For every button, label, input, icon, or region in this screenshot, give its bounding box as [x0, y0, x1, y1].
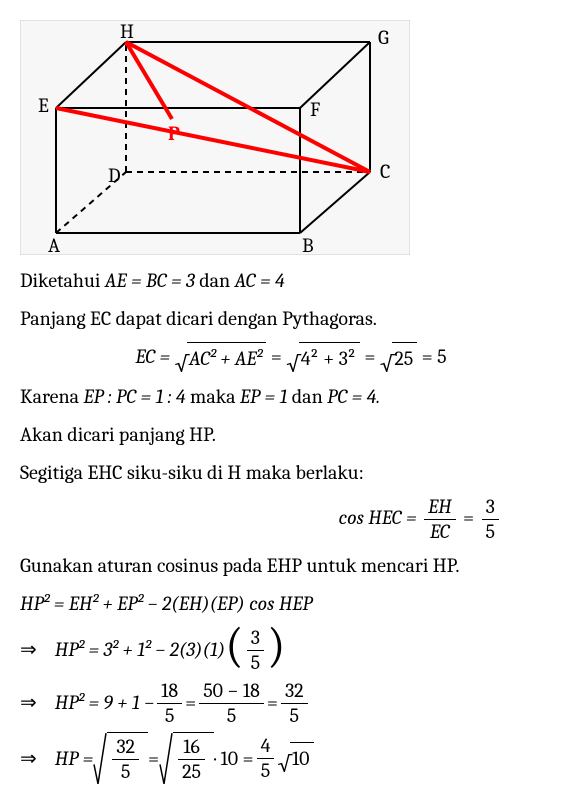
num: 3 — [247, 626, 265, 651]
eq: = — [185, 687, 196, 719]
line-3: Akan dicari panjang HP. — [20, 419, 562, 451]
den: 5 — [257, 759, 275, 783]
result: = 5 — [417, 345, 446, 368]
ec-equation: EC = √AC² + AE² = √4² + 3² = √25 = 5 — [20, 341, 562, 375]
cuboid-diagram: A B C D E F G H P — [20, 20, 410, 255]
den: 5 — [157, 704, 182, 728]
den: 5 — [112, 760, 139, 784]
given-line: Diketahui AE = BC = 3 dan AC = 4 — [20, 265, 562, 297]
svg-text:H: H — [120, 20, 134, 43]
t: dan — [287, 385, 327, 408]
svg-text:B: B — [302, 234, 314, 255]
sqrt3: √25 — [380, 342, 417, 375]
svg-text:C: C — [380, 160, 390, 183]
line-2: Karena EP : PC = 1 : 4 maka EP = 1 dan P… — [20, 381, 562, 413]
expr: HP² = 9 + 1 − — [55, 687, 154, 719]
den: EC — [424, 520, 456, 544]
f2: 50 − 185 — [199, 679, 264, 728]
sqrt2: √4² + 3² — [286, 342, 360, 375]
frac: 325 — [112, 735, 139, 784]
arrow-icon: ⇒ — [20, 634, 37, 666]
eq: = — [360, 345, 380, 368]
eq: AC = 4 — [235, 269, 285, 292]
derivation-row-1: ⇒ HP² = 3² + 1² − 2(3)(1)(35) — [20, 626, 562, 675]
radicand: 4² + 3² — [299, 342, 360, 375]
sqrt1: √AC² + AE² — [175, 342, 267, 375]
sqrt-16-25: 1625 — [159, 732, 214, 786]
sqrt-32-5: 325 — [93, 732, 148, 786]
lhs: cos HEC = — [339, 506, 421, 529]
num: 18 — [157, 679, 182, 704]
den: 5 — [482, 520, 500, 544]
eq: EP = 1 — [240, 385, 287, 408]
frac-3-5: 35 — [482, 495, 500, 544]
lhs: EC = — [135, 345, 174, 368]
expr: HP² = 3² + 1² − 2(3)(1) — [55, 634, 225, 666]
f3: 325 — [281, 679, 308, 728]
txt: Diketahui — [20, 269, 105, 292]
line-1: Panjang EC dapat dicari dengan Pythagora… — [20, 303, 562, 335]
t: maka — [186, 385, 240, 408]
svg-text:F: F — [310, 98, 320, 121]
sqrt10: √10 — [277, 742, 313, 775]
arrow-icon: ⇒ — [20, 687, 37, 719]
svg-text:G: G — [378, 26, 389, 49]
eq: AE = BC = 3 — [105, 269, 195, 292]
frac: 35 — [247, 626, 265, 675]
svg-text:A: A — [48, 234, 60, 255]
hp-squared-eq: HP² = EH² + EP² − 2(EH)(EP) cos HEP — [20, 588, 562, 620]
derivation-row-2: ⇒ HP² = 9 + 1 − 185 = 50 − 185 = 325 — [20, 679, 562, 728]
derivation-row-3: ⇒ HP = 325 = 1625 · 10 = 45√10 — [20, 732, 562, 786]
t: Karena — [20, 385, 83, 408]
radicand: 25 — [392, 342, 417, 375]
txt: dan — [195, 269, 235, 292]
eq: EP : PC = 1 : 4 — [83, 385, 185, 408]
line-4: Segitiga EHC siku-siku di H maka berlaku… — [20, 457, 562, 489]
paren: (35) — [225, 626, 285, 675]
den: 5 — [247, 651, 265, 675]
frac-4-5: 45 — [257, 734, 275, 783]
eq: PC = 4. — [327, 385, 380, 408]
num: 4 — [257, 734, 275, 759]
eq: = — [459, 506, 479, 529]
cos-equation: cos HEC = EHEC = 35 — [20, 495, 562, 544]
svg-text:P: P — [168, 122, 180, 145]
radicand: 10 — [290, 742, 314, 775]
frac-eh-ec: EHEC — [424, 495, 456, 544]
den: 5 — [281, 704, 308, 728]
num: 50 − 18 — [199, 679, 264, 704]
eq: = — [267, 687, 278, 719]
expr: HP = — [55, 743, 94, 775]
num: 32 — [281, 679, 308, 704]
dot10: · 10 = — [214, 743, 254, 775]
radicand: AC² + AE² — [187, 342, 266, 375]
num: 32 — [112, 735, 139, 760]
den: 25 — [178, 760, 205, 784]
num: 16 — [178, 735, 205, 760]
num: EH — [424, 495, 456, 520]
f1: 185 — [157, 679, 182, 728]
line-5: Gunakan aturan cosinus pada EHP untuk me… — [20, 550, 562, 582]
frac: 1625 — [178, 735, 205, 784]
eq: = — [148, 743, 159, 775]
den: 5 — [199, 704, 264, 728]
svg-text:D: D — [108, 164, 121, 187]
eq: = — [266, 345, 286, 368]
svg-text:E: E — [38, 94, 49, 117]
arrow-icon: ⇒ — [20, 743, 37, 775]
num: 3 — [482, 495, 500, 520]
